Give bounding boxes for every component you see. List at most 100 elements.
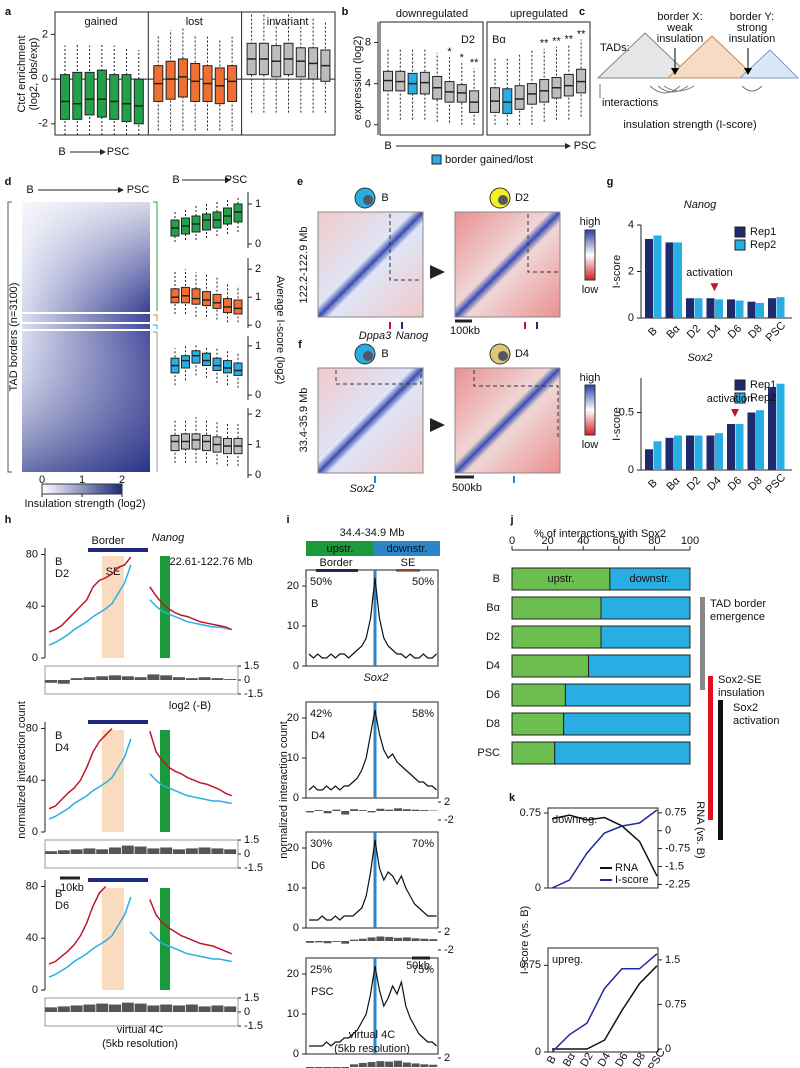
bar — [563, 712, 691, 736]
segment-label: downstr. — [629, 573, 670, 585]
upstream-box — [306, 541, 374, 556]
y-tick-label: 0 — [42, 73, 48, 85]
label: PSC — [127, 184, 150, 196]
label: -1.5 — [244, 1020, 263, 1032]
bar — [694, 435, 703, 470]
y-label: (log2, obs/exp) — [28, 38, 40, 111]
label: Sox2-SE — [718, 674, 761, 686]
panel-label: k — [509, 792, 516, 804]
diff-bar — [83, 677, 96, 680]
bar — [776, 297, 785, 318]
box — [170, 288, 180, 304]
data-line — [309, 965, 438, 1047]
y-label: Ctcf enrichment — [16, 35, 28, 112]
panel-label: e — [297, 176, 303, 188]
diff-bar — [411, 938, 420, 941]
bar — [735, 424, 744, 470]
x-tick-label: D8 — [746, 323, 764, 341]
box — [490, 87, 500, 113]
panel-label: d — [5, 176, 12, 188]
diff-bar — [429, 939, 438, 941]
y-tick-label: 2 — [628, 265, 634, 277]
diff-bar — [306, 811, 314, 813]
label: (5kb resolution) — [102, 1038, 178, 1050]
x-tick-label: 40 — [577, 535, 589, 547]
box — [514, 85, 525, 110]
label: 1.5 — [244, 992, 259, 1004]
data-line — [48, 564, 232, 646]
bar — [735, 300, 744, 318]
y-tick-label: 0 — [665, 825, 671, 837]
y-tick-label: 80 — [26, 722, 38, 734]
legend-label: D2 — [55, 568, 69, 580]
diff-bar — [420, 810, 429, 811]
bar — [600, 625, 691, 649]
diff-bar — [367, 937, 376, 941]
bar — [653, 441, 662, 470]
diff-bar — [376, 936, 385, 941]
diff-bar — [367, 811, 376, 813]
annotation: activation — [686, 267, 732, 279]
diff-bar — [57, 680, 70, 684]
x-tick-label: D2 — [578, 1051, 595, 1068]
border-bar — [88, 720, 148, 724]
bar — [747, 412, 756, 470]
box — [191, 288, 201, 305]
diff-bar — [394, 808, 402, 811]
bar — [756, 302, 764, 318]
significance: ** — [540, 38, 549, 50]
y-tick-label: 0.75 — [665, 807, 686, 819]
bracket — [700, 597, 705, 690]
border-bar — [88, 878, 148, 882]
diff-bar — [420, 1064, 429, 1067]
diff-bar — [323, 941, 332, 944]
y-tick-label: 2 — [255, 263, 261, 275]
gene-bar — [160, 556, 170, 658]
data-line — [552, 965, 658, 1050]
label: 10kb — [60, 882, 84, 894]
panel-label: b — [342, 6, 349, 18]
diff-bar — [147, 1005, 160, 1012]
box — [202, 213, 211, 231]
y-tick-label: 10 — [287, 752, 299, 764]
diff-bar — [358, 810, 367, 811]
diff-bar — [173, 849, 185, 854]
y-tick-label: B — [493, 573, 500, 585]
chart-title: % of interactions with Sox2 — [534, 528, 666, 540]
bar — [653, 235, 662, 318]
bar — [686, 435, 694, 470]
label: Nanog — [396, 330, 429, 342]
bar — [609, 567, 691, 591]
diff-bar — [83, 848, 96, 854]
y-tick-label: D6 — [486, 689, 500, 701]
group-title: lost — [186, 16, 203, 28]
label: insulation strength (I-score) — [623, 119, 756, 131]
bracket — [708, 676, 713, 820]
diff-bar — [70, 849, 83, 854]
diff-bar — [376, 808, 385, 811]
diff-bar — [429, 1064, 438, 1067]
label: border Y: — [730, 11, 774, 23]
diff-bar — [134, 1003, 147, 1012]
data-line — [48, 885, 232, 965]
significance: * — [460, 52, 465, 64]
x-label: B — [384, 140, 391, 152]
diff-bar — [198, 677, 211, 680]
box — [223, 298, 232, 314]
label: D6 — [311, 860, 325, 872]
group-title: upregulated — [510, 8, 568, 20]
diff-bar — [173, 1005, 185, 1012]
y-tick-label: 0 — [32, 826, 38, 838]
data-line — [48, 556, 232, 633]
diff-bar — [45, 1007, 57, 1012]
label: border X: — [657, 11, 702, 23]
diff-bar — [314, 941, 323, 943]
legend-swatch — [734, 226, 746, 238]
legend-swatch — [734, 392, 746, 404]
box — [233, 203, 243, 223]
label: 42% — [310, 708, 332, 720]
y-tick-label: D2 — [486, 631, 500, 643]
x-tick-label: Bα — [664, 474, 683, 493]
label: 122.61-122.76 Mb — [163, 556, 252, 568]
diff-bar — [109, 847, 121, 854]
